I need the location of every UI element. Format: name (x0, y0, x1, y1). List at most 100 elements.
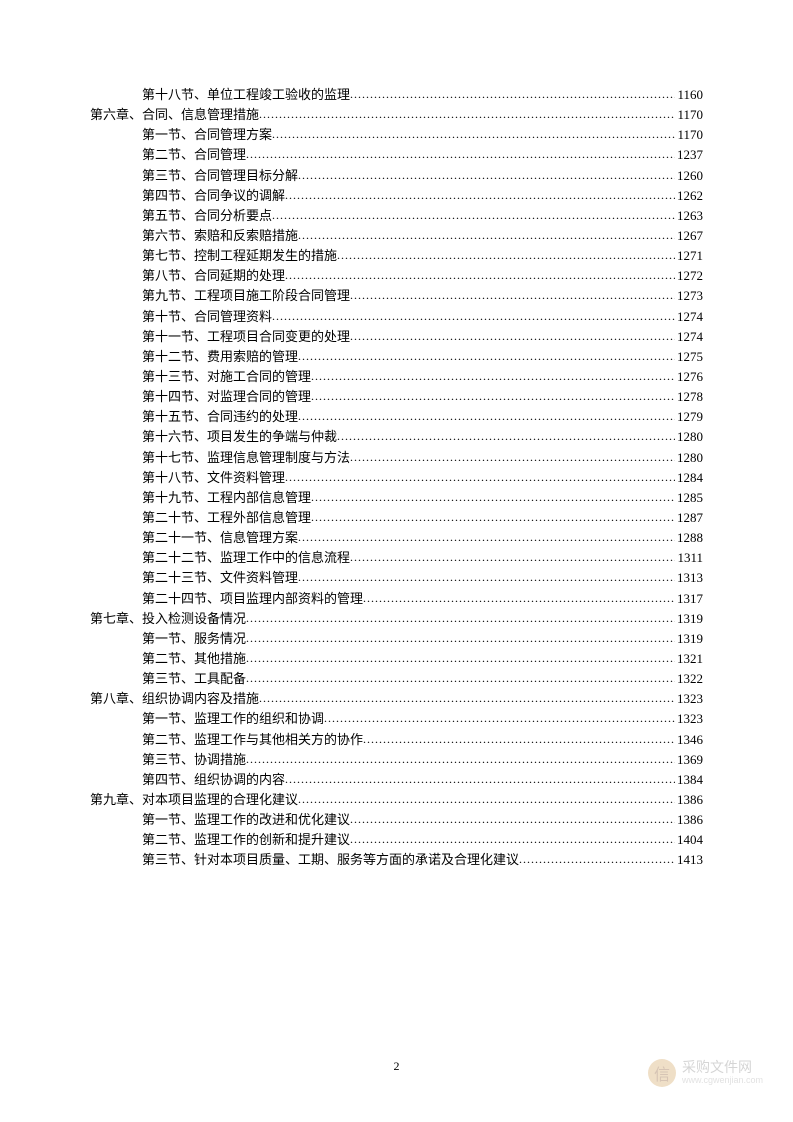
toc-entry: 第七节、控制工程延期发生的措施.........................… (90, 246, 703, 266)
toc-entry: 第二十节、工程外部信息管理...........................… (90, 508, 703, 528)
toc-leader-dots: ........................................… (246, 609, 675, 628)
table-of-contents: 第十八节、单位工程竣工验收的监理........................… (90, 85, 703, 870)
toc-leader-dots: ........................................… (350, 327, 675, 346)
toc-title: 第七节、控制工程延期发生的措施 (142, 246, 337, 266)
toc-leader-dots: ........................................… (246, 629, 675, 648)
toc-page: 1285 (675, 488, 703, 508)
toc-page: 1311 (675, 548, 703, 568)
toc-entry: 第三节、协调措施................................… (90, 750, 703, 770)
toc-entry: 第三节、合同管理目标分解............................… (90, 166, 703, 186)
toc-leader-dots: ........................................… (324, 709, 675, 728)
toc-title: 第二节、监理工作与其他相关方的协作 (142, 730, 363, 750)
toc-leader-dots: ........................................… (311, 367, 675, 386)
toc-leader-dots: ........................................… (272, 125, 675, 144)
toc-title: 第十三节、对施工合同的管理 (142, 367, 311, 387)
toc-leader-dots: ........................................… (259, 689, 675, 708)
toc-entry: 第十三节、对施工合同的管理...........................… (90, 367, 703, 387)
toc-page: 1321 (675, 649, 703, 669)
toc-title: 第一节、监理工作的组织和协调 (142, 709, 324, 729)
toc-page: 1280 (675, 448, 703, 468)
toc-leader-dots: ........................................… (350, 548, 675, 567)
toc-entry: 第三节、针对本项目质量、工期、服务等方面的承诺及合理化建议...........… (90, 850, 703, 870)
toc-entry: 第一节、监理工作的改进和优化建议........................… (90, 810, 703, 830)
watermark: 信 采购文件网 www.cgwenjian.com (648, 1059, 763, 1087)
toc-title: 第十八节、单位工程竣工验收的监理 (142, 85, 350, 105)
toc-leader-dots: ........................................… (246, 750, 675, 769)
toc-title: 第十七节、监理信息管理制度与方法 (142, 448, 350, 468)
toc-leader-dots: ........................................… (272, 206, 675, 225)
watermark-icon: 信 (648, 1059, 676, 1087)
toc-entry: 第七章、投入检测设备情况............................… (90, 609, 703, 629)
toc-title: 第二十四节、项目监理内部资料的管理 (142, 589, 363, 609)
watermark-sub: www.cgwenjian.com (682, 1076, 763, 1086)
toc-title: 第二节、监理工作的创新和提升建议 (142, 830, 350, 850)
toc-title: 第三节、针对本项目质量、工期、服务等方面的承诺及合理化建议 (142, 850, 519, 870)
toc-leader-dots: ........................................… (246, 669, 675, 688)
toc-entry: 第二十一节、信息管理方案............................… (90, 528, 703, 548)
toc-entry: 第十七节、监理信息管理制度与方法........................… (90, 448, 703, 468)
toc-entry: 第四节、合同争议的调解.............................… (90, 186, 703, 206)
toc-leader-dots: ........................................… (285, 770, 675, 789)
toc-page: 1287 (675, 508, 703, 528)
toc-page: 1384 (675, 770, 703, 790)
toc-page: 1317 (675, 589, 703, 609)
toc-leader-dots: ........................................… (363, 589, 675, 608)
toc-leader-dots: ........................................… (337, 427, 675, 446)
toc-page: 1170 (675, 105, 703, 125)
toc-title: 第十八节、文件资料管理 (142, 468, 285, 488)
toc-page: 1404 (675, 830, 703, 850)
toc-page: 1386 (675, 810, 703, 830)
toc-title: 第三节、工具配备 (142, 669, 246, 689)
toc-title: 第十四节、对监理合同的管理 (142, 387, 311, 407)
toc-entry: 第二十四节、项目监理内部资料的管理.......................… (90, 589, 703, 609)
toc-page: 1278 (675, 387, 703, 407)
toc-title: 第二十一节、信息管理方案 (142, 528, 298, 548)
toc-entry: 第十九节、工程内部信息管理...........................… (90, 488, 703, 508)
toc-entry: 第八章、组织协调内容及措施...........................… (90, 689, 703, 709)
toc-title: 第十节、合同管理资料 (142, 307, 272, 327)
toc-leader-dots: ........................................… (298, 528, 675, 547)
toc-page: 1271 (675, 246, 703, 266)
toc-page: 1275 (675, 347, 703, 367)
toc-page: 1386 (675, 790, 703, 810)
toc-title: 第四节、组织协调的内容 (142, 770, 285, 790)
toc-leader-dots: ........................................… (350, 810, 675, 829)
toc-entry: 第二节、监理工作与其他相关方的协作.......................… (90, 730, 703, 750)
toc-entry: 第二节、合同管理................................… (90, 145, 703, 165)
toc-entry: 第一节、合同管理方案..............................… (90, 125, 703, 145)
toc-page: 1237 (675, 145, 703, 165)
toc-page: 1288 (675, 528, 703, 548)
toc-page: 1160 (675, 85, 703, 105)
toc-leader-dots: ........................................… (519, 850, 675, 869)
toc-entry: 第一节、服务情况................................… (90, 629, 703, 649)
toc-title: 第六节、索赔和反索赔措施 (142, 226, 298, 246)
toc-leader-dots: ........................................… (298, 568, 675, 587)
toc-entry: 第六节、索赔和反索赔措施............................… (90, 226, 703, 246)
toc-title: 第三节、合同管理目标分解 (142, 166, 298, 186)
toc-title: 第十六节、项目发生的争端与仲裁 (142, 427, 337, 447)
toc-entry: 第二节、其他措施................................… (90, 649, 703, 669)
toc-page: 1319 (675, 629, 703, 649)
toc-entry: 第十八节、文件资料管理.............................… (90, 468, 703, 488)
toc-page: 1322 (675, 669, 703, 689)
toc-entry: 第八节、合同延期的处理.............................… (90, 266, 703, 286)
toc-page: 1170 (675, 125, 703, 145)
toc-page: 1260 (675, 166, 703, 186)
toc-page: 1369 (675, 750, 703, 770)
toc-page: 1323 (675, 709, 703, 729)
toc-entry: 第九章、对本项目监理的合理化建议........................… (90, 790, 703, 810)
toc-page: 1274 (675, 327, 703, 347)
toc-page: 1323 (675, 689, 703, 709)
toc-leader-dots: ........................................… (246, 649, 675, 668)
toc-page: 1284 (675, 468, 703, 488)
toc-leader-dots: ........................................… (298, 790, 675, 809)
toc-leader-dots: ........................................… (337, 246, 675, 265)
toc-entry: 第四节、组织协调的内容.............................… (90, 770, 703, 790)
toc-title: 第九节、工程项目施工阶段合同管理 (142, 286, 350, 306)
toc-leader-dots: ........................................… (311, 387, 675, 406)
toc-title: 第二节、其他措施 (142, 649, 246, 669)
toc-page: 1263 (675, 206, 703, 226)
toc-entry: 第十四节、对监理合同的管理...........................… (90, 387, 703, 407)
toc-entry: 第二十三节、文件资料管理............................… (90, 568, 703, 588)
toc-page: 1262 (675, 186, 703, 206)
